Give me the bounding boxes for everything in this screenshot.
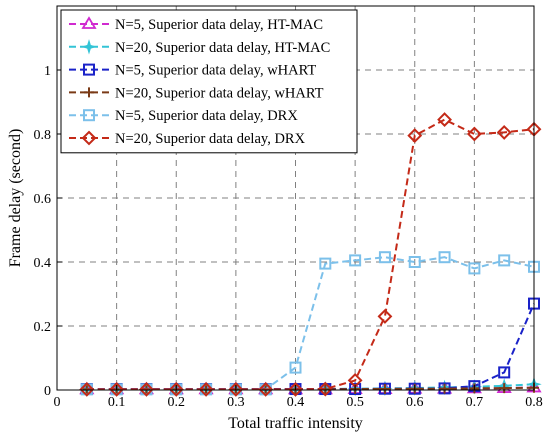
grid-lines [57,6,534,390]
legend-marker [81,130,97,146]
data-point [198,381,214,397]
y-tick-label: 0.8 [34,128,52,143]
data-point [319,257,332,270]
x-tick-label: 0.2 [168,395,186,410]
legend-item: N=20, Superior data delay, DRX [69,130,306,147]
series-6 [79,112,542,397]
legend-marker [83,109,95,122]
legend-box [60,9,358,154]
x-tick-label: 0.8 [525,395,543,410]
data-point [466,126,482,142]
legend-item: N=20, Superior data delay, wHART [69,85,324,101]
legend-marker [84,87,94,98]
legend-marker [83,63,95,76]
x-tick-label: 0.4 [287,395,305,410]
data-point [377,308,393,324]
data-point [79,381,95,397]
data-point [496,124,512,140]
data-point [498,366,511,379]
legend-label: N=5, Superior data delay, HT-MAC [115,17,323,33]
y-tick-label: 0 [44,384,51,399]
legend-item: N=20, Superior data delay, HT-MAC [69,39,330,56]
data-point [228,381,244,397]
series-line [86,118,535,391]
data-point [317,381,333,397]
data-point [168,381,184,397]
data-point [349,254,362,267]
series-line [86,256,535,391]
data-point [139,381,154,397]
legend-marker [81,39,97,55]
legend-label: N=20, Superior data delay, DRX [115,131,306,147]
legend-marker [81,16,97,29]
data-point [109,381,125,397]
data-point [288,381,303,397]
legend-label: N=20, Superior data delay, wHART [115,85,324,101]
x-tick-label: 0.7 [466,395,484,410]
data-point [408,256,421,268]
x-axis-label: Total traffic intensity [228,415,363,432]
data-point [289,361,302,374]
y-tick-label: 0.2 [34,320,52,335]
x-tick-label: 0.1 [108,395,126,410]
y-tick-label: 1 [44,64,51,79]
legend-label: N=5, Superior data delay, wHART [115,63,316,79]
legend-label: N=5, Superior data delay, DRX [115,108,298,124]
x-tick-label: 0.3 [227,395,245,410]
data-point [437,112,452,128]
series-5 [80,251,540,396]
legend-item: N=5, Superior data delay, wHART [69,63,316,79]
legend-label: N=20, Superior data delay, HT-MAC [115,40,330,56]
data-point [407,128,423,144]
legend: N=5, Superior data delay, HT-MAC N=20, Su… [60,9,358,154]
legend-item: N=5, Superior data delay, HT-MAC [69,16,323,33]
data-point [498,254,511,267]
x-tick-label: 0.6 [406,395,424,410]
data-point [379,384,390,395]
data-point [438,251,451,264]
x-tick-label: 0.5 [346,395,364,410]
data-point [439,383,450,394]
axis-ticks: 0 0.1 0.2 0.3 0.4 0.5 0.6 0.7 0.8 0 0.2 0.4 0.6 0.8 1 [34,64,543,410]
data-point [258,381,274,397]
series-3 [80,297,540,396]
y-axis-label: Frame delay (second) [7,129,24,268]
data-point [378,251,391,264]
x-tick-label: 0 [54,395,61,410]
series-layer [79,112,542,398]
y-tick-label: 0.6 [34,192,52,207]
data-point [499,383,510,394]
legend-item: N=5, Superior data delay, DRX [69,108,298,124]
data-point [468,262,481,275]
y-tick-label: 0.4 [34,256,52,271]
